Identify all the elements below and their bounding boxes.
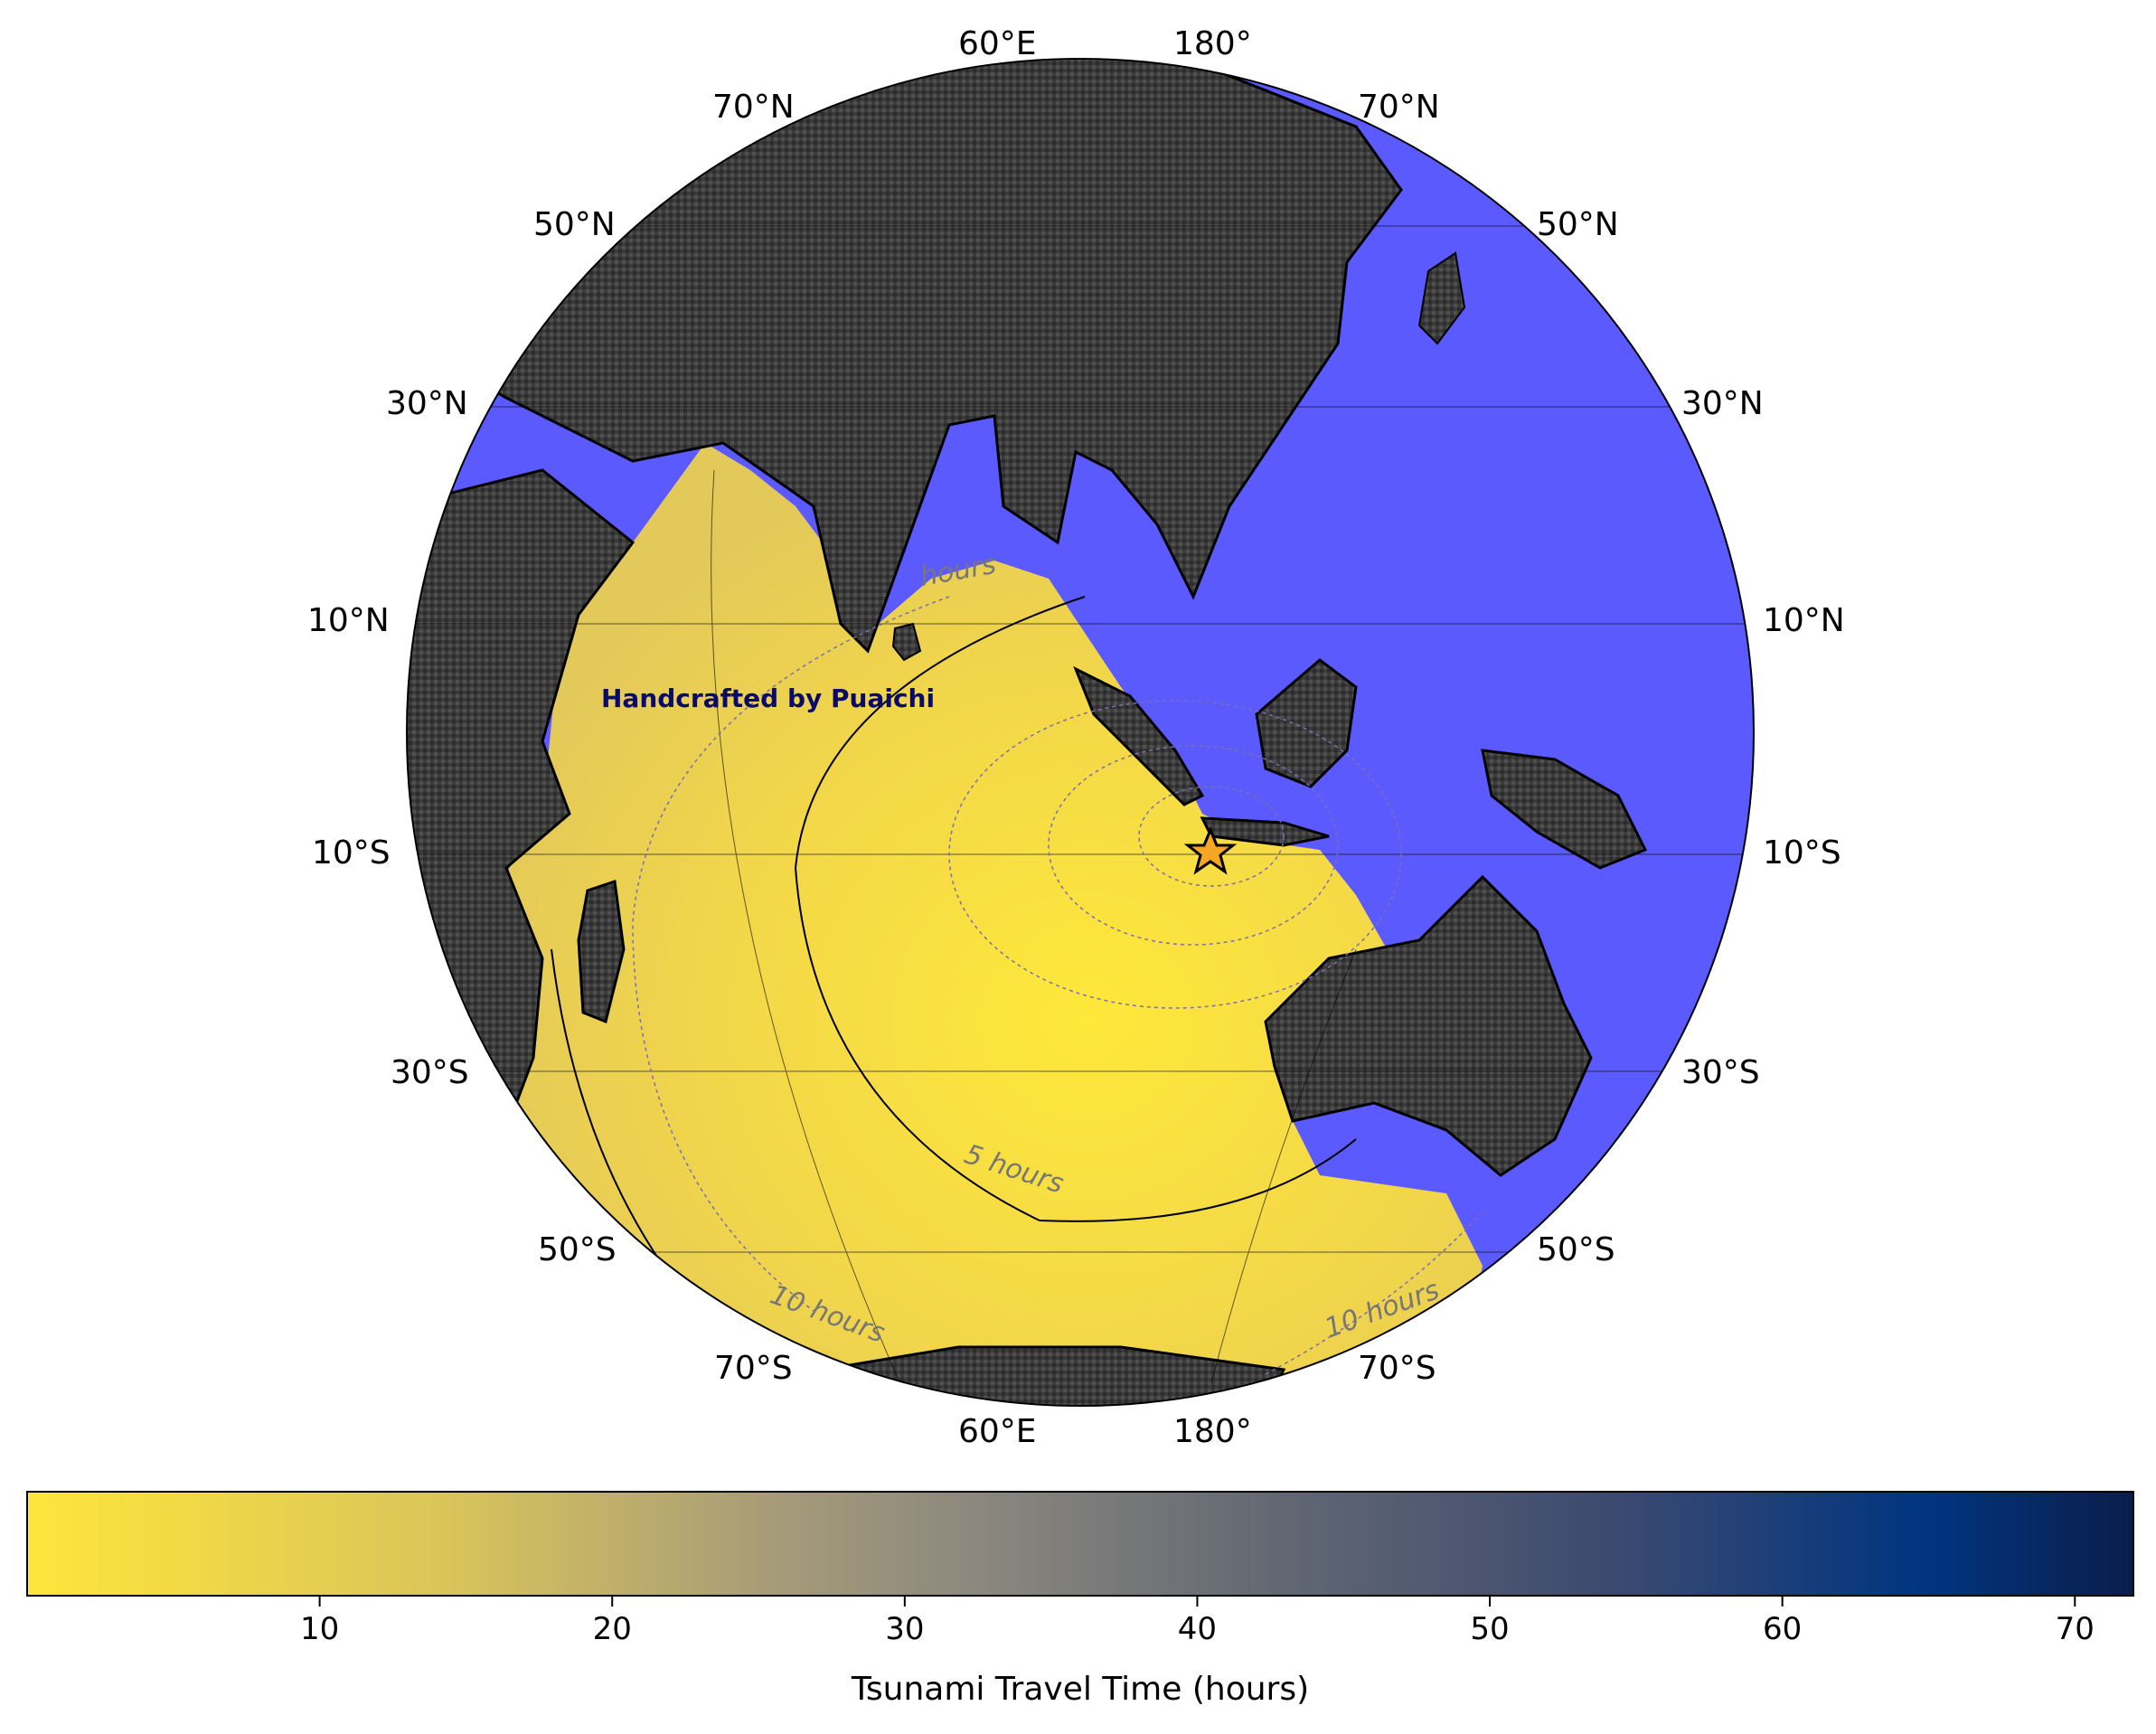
lat-label-right-10n: 10°N xyxy=(1763,602,1845,639)
epicenter-star-icon xyxy=(1183,826,1238,875)
africa-land xyxy=(407,468,636,1133)
lat-label-left-30s: 30°S xyxy=(391,1054,469,1091)
colorbar-tick-label: 10 xyxy=(300,1611,339,1647)
lat-label-left-10s: 10°S xyxy=(312,834,391,872)
colorbar-tick-label: 40 xyxy=(1178,1611,1217,1647)
colorbar-tick-label: 20 xyxy=(593,1611,632,1647)
lat-label-right-50s: 50°S xyxy=(1537,1231,1615,1268)
madagascar-land xyxy=(577,880,626,1024)
japan-land xyxy=(1417,251,1466,345)
colorbar-label: Tsunami Travel Time (hours) xyxy=(851,1671,1309,1708)
lon-label-top-60e: 60°E xyxy=(958,25,1037,62)
lat-label-left-30n: 30°N xyxy=(386,385,468,422)
credit-text: Handcrafted by Puaichi xyxy=(601,683,935,713)
lat-label-right-70s: 70°S xyxy=(1358,1350,1436,1387)
colorbar-tick-label: 70 xyxy=(2056,1611,2095,1647)
sri-lanka-land xyxy=(891,622,922,662)
globe-outline xyxy=(406,58,1755,1407)
australia-land xyxy=(1264,874,1593,1177)
lon-label-bottom-180: 180° xyxy=(1173,1413,1252,1450)
colorbar: 10 20 30 40 50 60 70 Tsunami Travel Time (hour… xyxy=(26,1491,2134,1708)
colorbar-tick-label: 30 xyxy=(885,1611,924,1647)
graticule xyxy=(407,225,1754,1393)
lat-label-right-70n: 70°N xyxy=(1358,89,1440,126)
lat-label-left-70s: 70°S xyxy=(714,1350,793,1387)
lat-label-left-70n: 70°N xyxy=(712,89,795,126)
lon-label-bottom-60e: 60°E xyxy=(958,1413,1037,1450)
colorbar-ticks: 10 20 30 40 50 60 70 xyxy=(300,1596,2095,1647)
lat-label-left-50s: 50°S xyxy=(538,1231,617,1268)
lon-label-top-180: 180° xyxy=(1173,25,1252,62)
lat-label-right-30s: 30°S xyxy=(1681,1054,1760,1091)
lat-label-right-50n: 50°N xyxy=(1537,206,1619,243)
colorbar-tick-label: 50 xyxy=(1470,1611,1509,1647)
sumatra-land xyxy=(1073,665,1205,806)
lat-label-right-30n: 30°N xyxy=(1681,385,1764,422)
lat-label-left-50n: 50°N xyxy=(533,206,616,243)
colorbar-gradient xyxy=(26,1491,2134,1597)
new-guinea-land xyxy=(1481,749,1648,870)
borneo-land xyxy=(1255,658,1358,788)
colorbar-tick-label: 60 xyxy=(1763,1611,1802,1647)
indian-ocean-travel-time xyxy=(443,443,1483,1406)
lat-label-right-10s: 10°S xyxy=(1763,834,1841,872)
lat-label-left-10n: 10°N xyxy=(307,602,390,639)
